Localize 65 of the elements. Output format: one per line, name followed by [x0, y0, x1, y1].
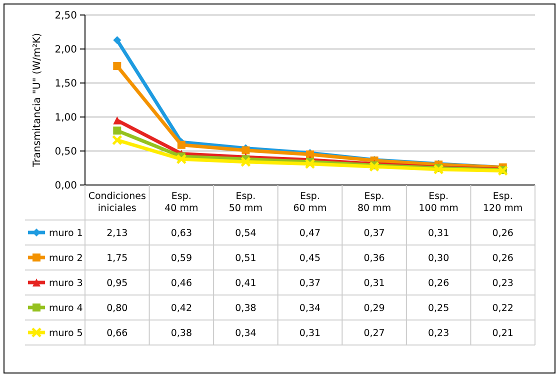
- legend-label: muro 3: [49, 278, 83, 289]
- data-label: 0,30: [428, 252, 450, 264]
- data-label: 0,63: [170, 228, 192, 239]
- legend-label: muro 5: [49, 328, 83, 339]
- data-label: 0,34: [299, 302, 321, 314]
- y-axis-title: Transmitancia "U" (W/m²K): [32, 32, 43, 168]
- data-label: 1,75: [106, 252, 128, 264]
- x-tick-label: Esp. 60 mm: [293, 191, 327, 214]
- point: [240, 156, 251, 168]
- data-label: 0,26: [492, 228, 514, 239]
- data-label: 0,25: [428, 302, 450, 314]
- y-tick-label: 1,00: [54, 112, 77, 124]
- data-label: 0,31: [299, 328, 321, 339]
- point: [369, 161, 380, 172]
- y-tick-label: 0,00: [54, 180, 77, 192]
- data-label: 0,59: [170, 252, 192, 264]
- point: [177, 140, 186, 149]
- point: [304, 158, 316, 170]
- point: [433, 164, 444, 175]
- data-label: 0,23: [492, 278, 514, 289]
- data-label: 0,22: [492, 302, 514, 314]
- data-label: 0,29: [364, 302, 385, 314]
- x-tick-label: Condiciones iniciales: [88, 191, 146, 214]
- x-tick-label: Esp. 80 mm: [357, 191, 392, 214]
- point: [113, 62, 122, 70]
- data-label: 0,41: [235, 278, 256, 289]
- data-label: 0,36: [364, 252, 385, 264]
- x-tick-label: Esp. 100 mm: [418, 191, 458, 214]
- y-tick-label: 1,50: [54, 78, 77, 90]
- legend-label: muro 2: [49, 252, 83, 264]
- data-label: 0,26: [428, 278, 450, 289]
- data-label: 0,38: [170, 328, 192, 339]
- point: [176, 154, 187, 164]
- data-label: 0,31: [428, 228, 450, 239]
- data-label: 0,26: [492, 252, 514, 264]
- data-label: 0,21: [492, 328, 514, 339]
- legend-label: muro 4: [49, 302, 83, 314]
- data-label: 0,80: [106, 302, 128, 314]
- point: [113, 116, 122, 124]
- data-label: 0,47: [299, 228, 321, 239]
- legend-label: muro 1: [49, 228, 83, 239]
- data-label: 0,37: [364, 228, 385, 239]
- data-label: 0,34: [235, 328, 256, 339]
- point: [113, 36, 122, 44]
- data-label: 0,37: [299, 278, 321, 289]
- y-tick-label: 0,50: [54, 146, 77, 158]
- data-label: 0,45: [299, 252, 321, 264]
- data-label: 0,42: [170, 302, 192, 314]
- x-tick-label: Esp. 50 mm: [228, 191, 263, 214]
- data-label: 0,46: [170, 278, 192, 289]
- y-tick-label: 2,00: [54, 44, 77, 56]
- data-label: 2,13: [106, 228, 128, 239]
- point: [113, 126, 122, 135]
- data-label: 0,66: [106, 328, 128, 339]
- data-label: 0,38: [235, 302, 256, 314]
- data-label: 0,54: [235, 228, 256, 239]
- y-tick-label: 2,50: [54, 10, 77, 22]
- data-label: 0,95: [106, 278, 128, 289]
- x-tick-label: Esp. 120 mm: [483, 191, 523, 214]
- data-label: 0,27: [364, 328, 385, 339]
- x-tick-label: Esp. 40 mm: [164, 191, 198, 214]
- data-label: 0,51: [235, 252, 256, 264]
- data-label: 0,23: [428, 328, 450, 339]
- data-label: 0,31: [364, 278, 385, 289]
- point: [112, 134, 122, 146]
